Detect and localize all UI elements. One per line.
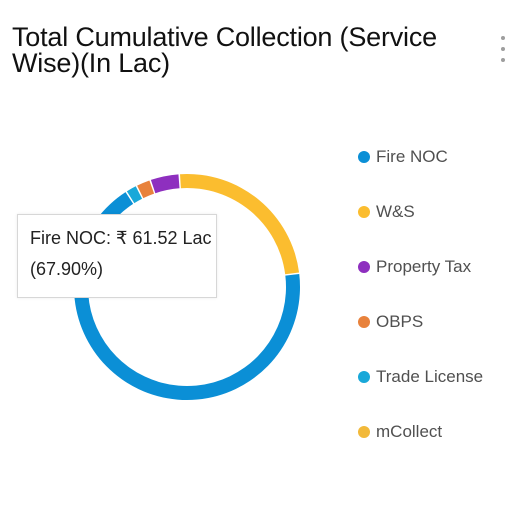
- kebab-dot: [501, 47, 505, 51]
- legend-item-obps[interactable]: OBPS: [358, 311, 483, 366]
- legend-label: Property Tax: [376, 257, 472, 276]
- chart-title: Total Cumulative Collection (Service Wis…: [12, 22, 437, 78]
- legend-item-mcollect[interactable]: mCollect: [358, 421, 483, 476]
- kebab-dot: [501, 36, 505, 40]
- legend-label: W&S: [376, 202, 415, 221]
- legend-dot: [358, 426, 370, 438]
- legend-item-fire-noc[interactable]: Fire NOC: [358, 146, 483, 201]
- legend-dot: [358, 371, 370, 383]
- tooltip-value: Fire NOC: ₹ 61.52 Lac: [30, 228, 212, 248]
- legend-label: Trade License: [376, 367, 484, 386]
- donut-slice-obps[interactable]: [137, 180, 155, 199]
- legend-label: Fire NOC: [376, 147, 448, 166]
- legend-dot: [358, 261, 370, 273]
- legend-label: mCollect: [376, 422, 443, 441]
- donut-chart: [74, 173, 300, 400]
- donut-slice-property-tax[interactable]: [150, 174, 180, 194]
- kebab-dot: [501, 58, 505, 62]
- legend-item-property-tax[interactable]: Property Tax: [358, 256, 483, 311]
- tooltip-percent: (67.90%): [30, 259, 104, 279]
- legend-dot: [358, 206, 370, 218]
- legend-item-trade-license[interactable]: Trade License: [358, 366, 483, 421]
- legend-dot: [358, 151, 370, 163]
- legend-item-w-and-s[interactable]: W&S: [358, 201, 483, 256]
- more-vertical-icon[interactable]: [498, 36, 508, 62]
- legend-label: OBPS: [376, 312, 424, 331]
- donut-slice-trade-license[interactable]: [126, 186, 143, 204]
- donut-slice-w-s[interactable]: [180, 173, 300, 275]
- chart-tooltip: Fire NOC: ₹ 61.52 Lac (67.90%): [17, 214, 217, 298]
- chart-legend: Fire NOC W&S Property Tax OBPS Trade Lic…: [358, 146, 483, 476]
- legend-dot: [358, 316, 370, 328]
